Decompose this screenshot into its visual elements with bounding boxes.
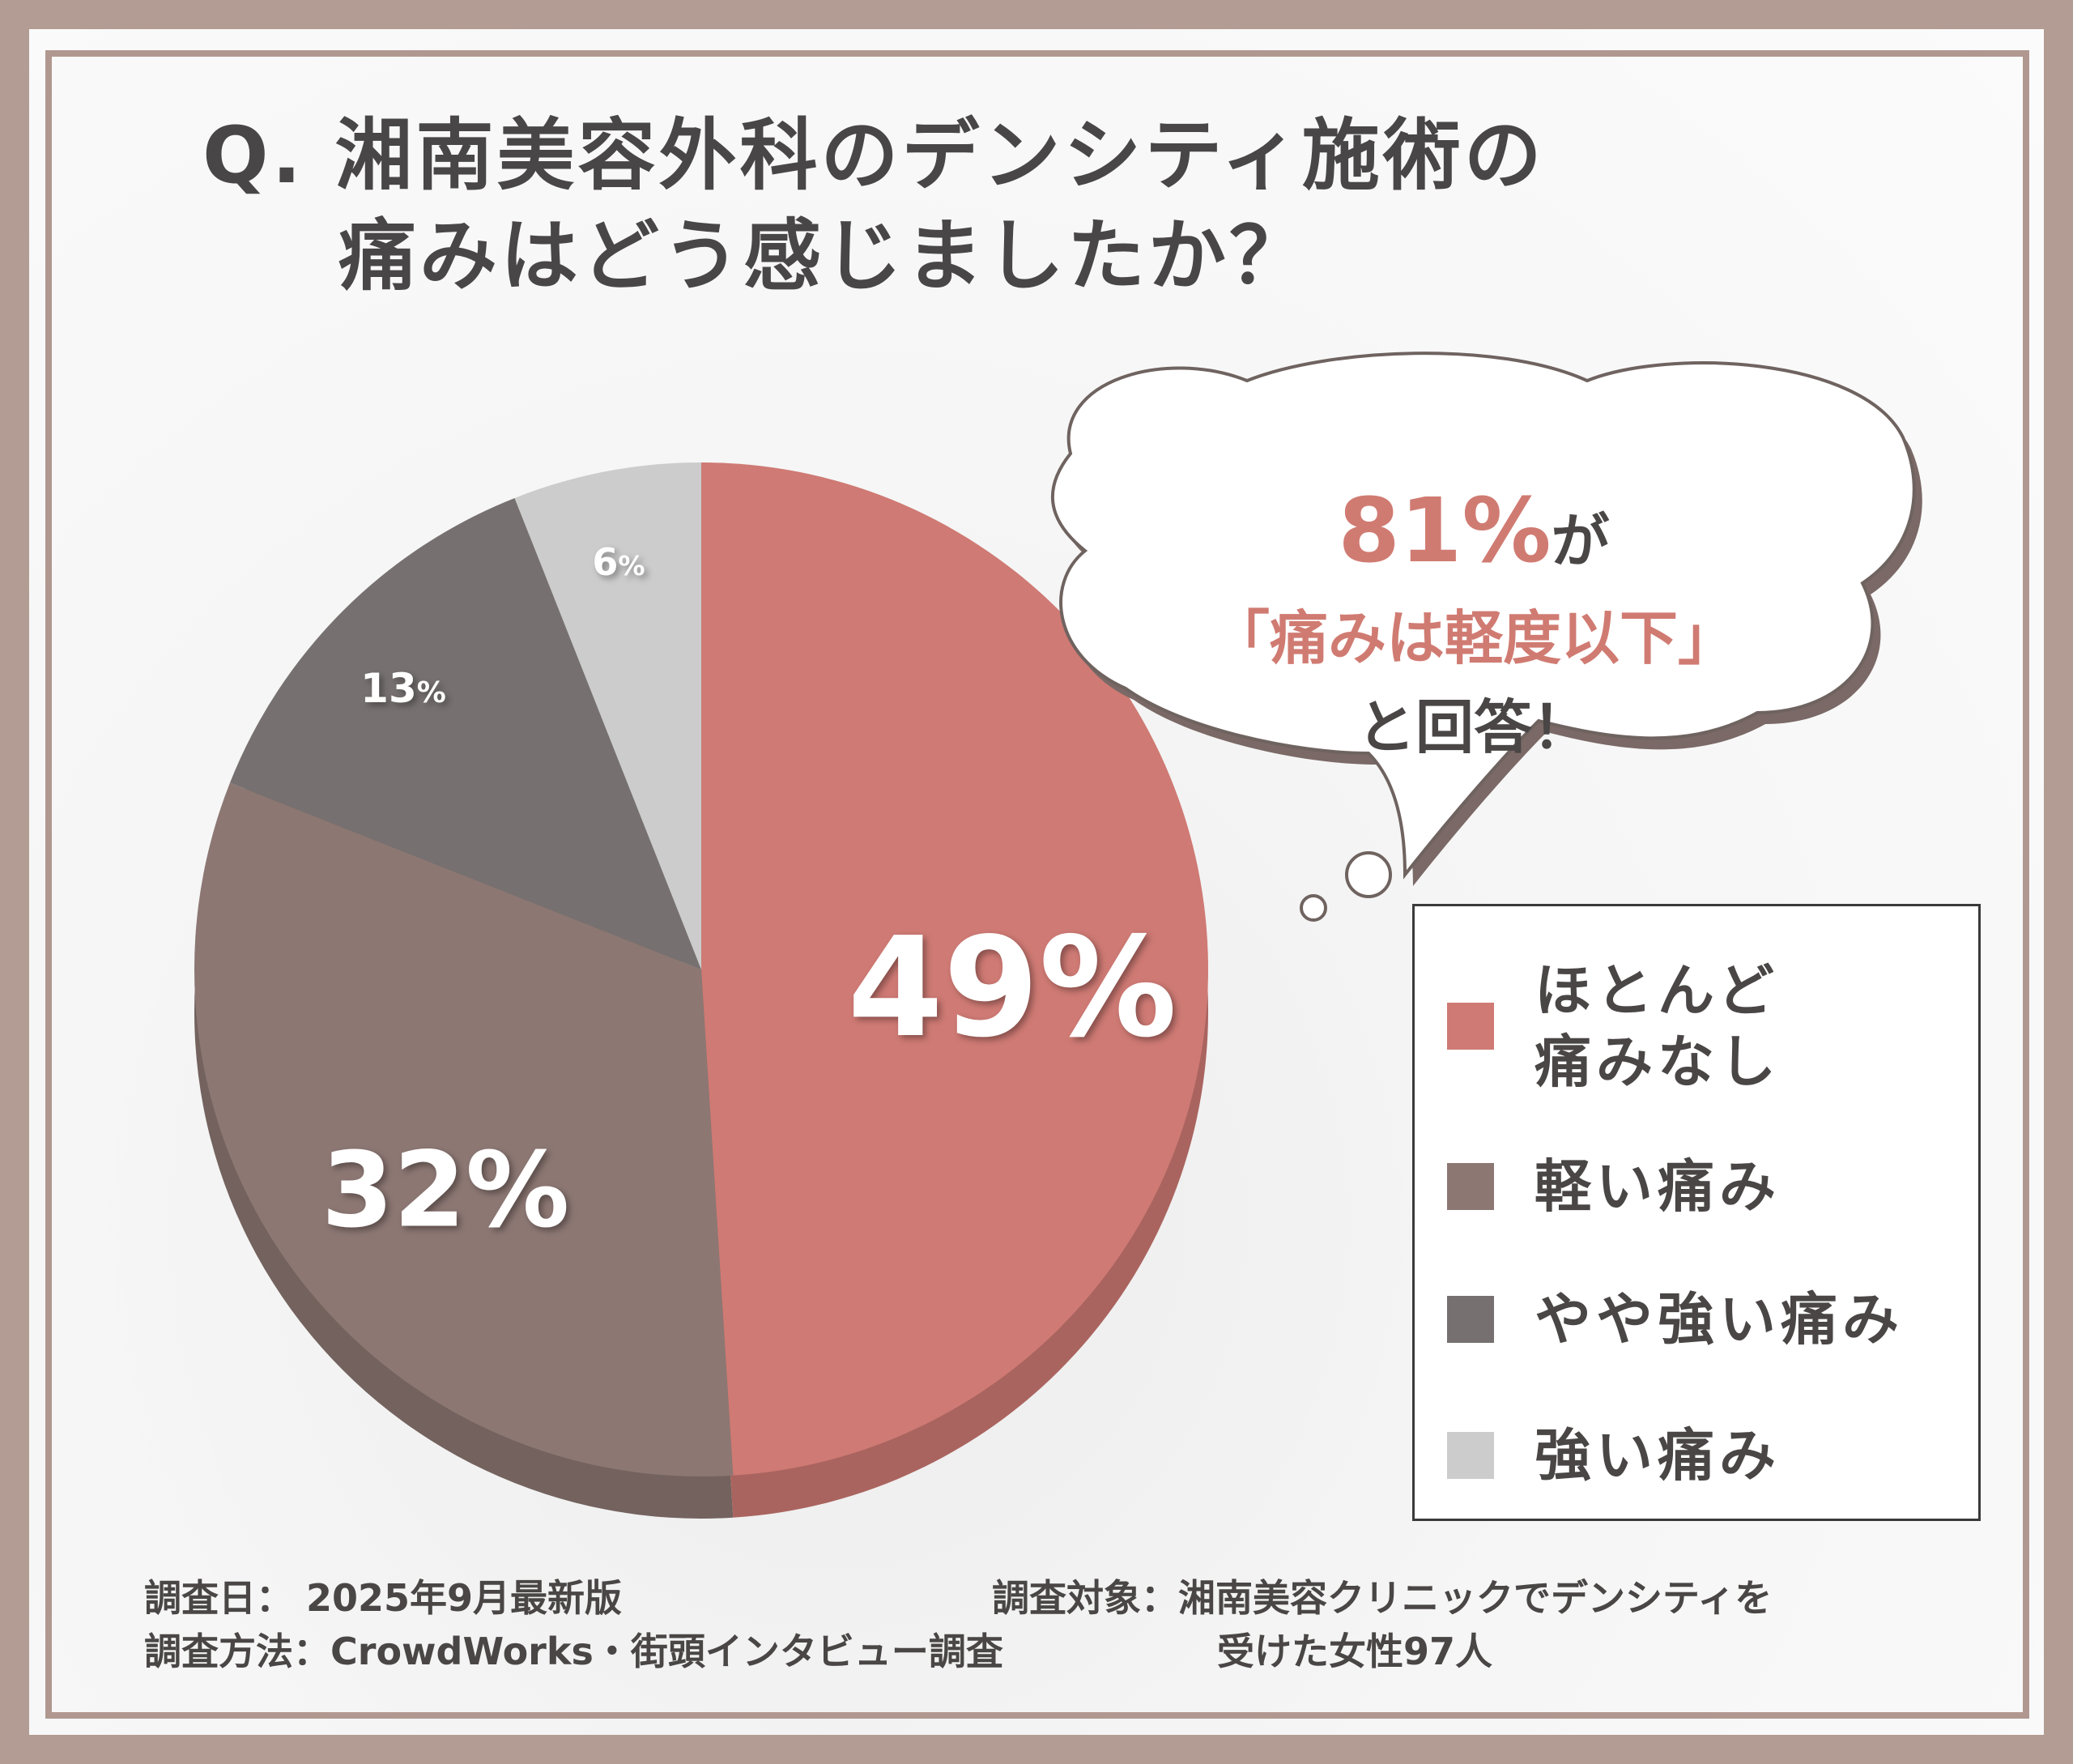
legend-label: 軽い痛み xyxy=(1535,1153,1781,1220)
thought-bubble xyxy=(1050,352,1922,922)
legend-item-strong-pain: 強い痛み xyxy=(1447,1420,1939,1491)
bubble-dot-small xyxy=(1300,894,1327,922)
slice-label-13: 13% xyxy=(360,665,446,712)
slice-label-32: 32% xyxy=(321,1130,570,1251)
legend-item-mild-pain: 軽い痛み xyxy=(1447,1151,1939,1222)
legend-item-somewhat-strong-pain: やや強い痛み xyxy=(1447,1284,1939,1355)
legend: ほとんど 痛みなし 軽い痛み やや強い痛み 強い痛み xyxy=(1412,904,1981,1521)
legend-swatch xyxy=(1447,1003,1494,1050)
pie-slice-3 xyxy=(514,462,701,969)
page-title: Q. 湘南美容外科のデンシティ施術の 痛みはどう感じましたか？ xyxy=(202,105,1545,306)
title-line-2: 痛みはどう感じましたか？ xyxy=(338,211,1310,301)
callout-answer: と回答！ xyxy=(1356,693,1590,761)
pie-slice-0 xyxy=(701,462,1208,1476)
pie-slice-1 xyxy=(194,782,734,1477)
legend-swatch xyxy=(1447,1163,1494,1210)
survey-date: 調査日： 2025年9月最新版 xyxy=(144,1576,623,1620)
pie-slices xyxy=(194,462,1208,1477)
survey-method: 調査方法：CrowdWorks・街頭インタビュー調査 xyxy=(144,1630,1003,1673)
legend-label: やや強い痛み xyxy=(1535,1286,1904,1353)
callout-headline: 81%が xyxy=(1338,479,1610,582)
legend-swatch xyxy=(1447,1296,1494,1343)
pie-slice-2 xyxy=(229,497,701,969)
footer-survey-target: 調査対象：湘南美容クリニックでデンシティを 受けた女性97人 xyxy=(992,1571,1772,1678)
legend-label: 強い痛み xyxy=(1535,1422,1781,1489)
bubble-dot-large xyxy=(1345,851,1392,898)
footer-survey-info: 調査日： 2025年9月最新版 調査方法：CrowdWorks・街頭インタビュー… xyxy=(144,1571,1003,1678)
legend-swatch xyxy=(1447,1432,1494,1479)
callout-text: 81%が 「痛みは軽度以下」 と回答！ xyxy=(1077,478,1871,772)
callout-quote: 「痛みは軽度以下」 xyxy=(1211,604,1736,672)
slice-label-49: 49% xyxy=(847,908,1177,1068)
legend-item-no-pain: ほとんど 痛みなし xyxy=(1447,955,1939,1097)
slice-label-6: 6% xyxy=(592,540,645,584)
survey-target: 調査対象：湘南美容クリニックでデンシティを xyxy=(992,1576,1773,1620)
bubble-body xyxy=(1050,352,1916,880)
title-line-1: Q. 湘南美容外科のデンシティ施術の xyxy=(202,110,1545,201)
legend-label: ほとんど 痛みなし xyxy=(1535,957,1781,1095)
survey-target-count: 受けた女性97人 xyxy=(1217,1630,1493,1673)
